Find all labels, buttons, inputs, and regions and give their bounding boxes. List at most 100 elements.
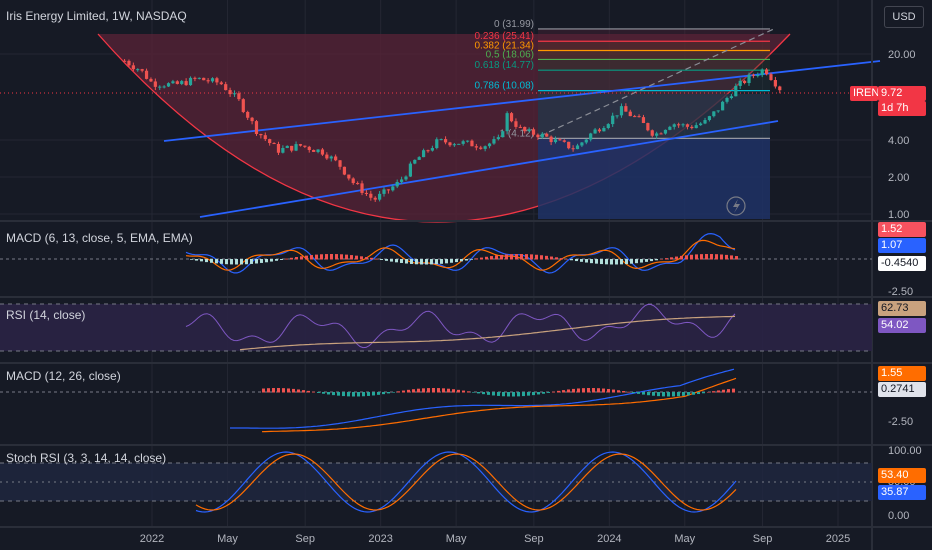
macd-std-hist-74 — [632, 392, 635, 394]
candle-body-13 — [180, 81, 184, 84]
macd-std-hist-77 — [647, 392, 650, 396]
macd-fast-hist-63 — [505, 254, 508, 260]
candle-body-46 — [325, 154, 329, 159]
macd-std-value-1: 1.55 — [878, 366, 926, 381]
candle-body-123 — [663, 129, 668, 134]
target-box-upper — [538, 94, 770, 138]
candle-body-130 — [694, 125, 698, 129]
macd-fast-hist-86 — [620, 259, 623, 265]
time-axis-labels: 2022 May Sep 2023 May Sep 2024 May Sep 2025 — [140, 533, 850, 545]
candle-body-145 — [760, 69, 764, 76]
macd-fast-hist-41 — [395, 259, 398, 263]
macd-fast-hist-66 — [520, 254, 523, 260]
macd-fast-hist-6 — [220, 259, 223, 264]
macd-std-hist-81 — [667, 392, 670, 397]
candle-body-57 — [373, 197, 377, 200]
macd-fast-hist-99 — [685, 255, 688, 260]
candle-body-138 — [729, 96, 734, 99]
macd-fast-hist-12 — [250, 259, 253, 264]
candle-body-95 — [540, 133, 544, 138]
candle-body-77 — [461, 141, 465, 144]
candle-body-15 — [188, 77, 193, 86]
fib-band-0 — [538, 28, 770, 42]
candle-body-103 — [575, 145, 580, 150]
candle-body-27 — [241, 99, 245, 112]
macd-std-hist-63 — [577, 388, 580, 393]
candle-body-31 — [259, 133, 263, 136]
macd-std-hist-93 — [727, 389, 730, 393]
candle-body-59 — [382, 189, 386, 194]
target-box — [538, 138, 770, 219]
candle-body-113 — [619, 106, 624, 116]
candle-body-147 — [769, 74, 773, 81]
macd-std-hist-91 — [717, 390, 720, 393]
macd-std-hist-11 — [317, 392, 320, 393]
macd-fast-hist-15 — [265, 259, 268, 263]
fib-label-0: 0 (31.99) — [494, 19, 534, 30]
macd-std-hist-29 — [407, 389, 410, 393]
macd-fast-hist-48 — [430, 259, 433, 265]
macd-fast-hist-90 — [640, 259, 643, 263]
macd-fast-hist-46 — [420, 259, 423, 265]
macd-std-hist-49 — [507, 392, 510, 397]
macd-fast-hist-47 — [425, 259, 428, 265]
macd-std-hist-56 — [542, 392, 545, 394]
macd-fast-hist-58 — [480, 257, 483, 260]
panel-tick-0: -2.50 — [888, 286, 913, 298]
macd-std-hist-53 — [527, 392, 530, 396]
time-tick-4: May — [446, 533, 467, 545]
candle-body-41 — [303, 145, 307, 147]
macd-fast-hist-94 — [660, 258, 663, 260]
candle-body-4 — [140, 69, 144, 71]
macd-std-hist-89 — [707, 391, 710, 393]
macd-fast-hist-44 — [410, 259, 413, 264]
candle-body-78 — [465, 140, 470, 142]
macd-std-hist-30 — [412, 389, 415, 393]
macd-fast-hist-50 — [440, 259, 443, 264]
candle-body-74 — [448, 142, 452, 146]
macd-std-hist-9 — [307, 390, 310, 393]
macd-std-hist-22 — [372, 392, 375, 396]
macd-fast-hist-8 — [230, 259, 233, 265]
macd-fast-hist-18 — [280, 259, 283, 260]
candle-body-21 — [215, 78, 219, 83]
macd-fast-hist-13 — [255, 259, 258, 264]
macd-std-hist-33 — [427, 388, 430, 393]
macd-fast-value-1: 1.52 — [878, 222, 926, 237]
macd-fast-signal — [185, 239, 736, 271]
candle-body-143 — [751, 74, 755, 76]
macd-fast-hist-72 — [550, 256, 553, 260]
candle-body-66 — [413, 159, 417, 164]
macd-fast-hist-3 — [205, 259, 208, 263]
candle-body-110 — [606, 124, 610, 129]
macd-fast-hist-32 — [350, 255, 353, 260]
macd-fast-hist-108 — [730, 255, 733, 260]
macd-std-hist-15 — [337, 392, 340, 396]
candle-body-128 — [685, 124, 690, 127]
candle-body-134 — [712, 111, 716, 117]
macd-fast-hist-34 — [360, 256, 363, 260]
macd-std-hist-18 — [352, 392, 355, 397]
macd-std-hist-40 — [462, 390, 465, 393]
macd-std-hist-13 — [327, 392, 330, 395]
macd-std-hist-25 — [387, 392, 390, 394]
macd-fast-hist-53 — [455, 259, 458, 263]
lightning-icon[interactable] — [726, 196, 746, 216]
dashed-trend-line — [539, 27, 777, 137]
macd-std-hist-84 — [682, 392, 685, 396]
macd-fast-hist-43 — [405, 259, 408, 264]
candle-body-144 — [756, 75, 760, 77]
macd-std-hist-32 — [422, 388, 425, 393]
candle-body-37 — [285, 145, 289, 149]
currency-button[interactable]: USD — [884, 6, 924, 28]
candle-body-85 — [496, 137, 500, 140]
candle-body-3 — [136, 69, 140, 71]
macd-fast-hist-11 — [245, 259, 248, 265]
macd-std-hist-39 — [457, 389, 460, 393]
candles — [122, 59, 782, 202]
candle-body-60 — [386, 189, 391, 191]
time-tick-0: 2022 — [140, 533, 164, 545]
macd-fast-hist-103 — [705, 254, 708, 260]
macd-fast-hist-9 — [235, 259, 238, 265]
indicator-lines — [185, 232, 738, 513]
